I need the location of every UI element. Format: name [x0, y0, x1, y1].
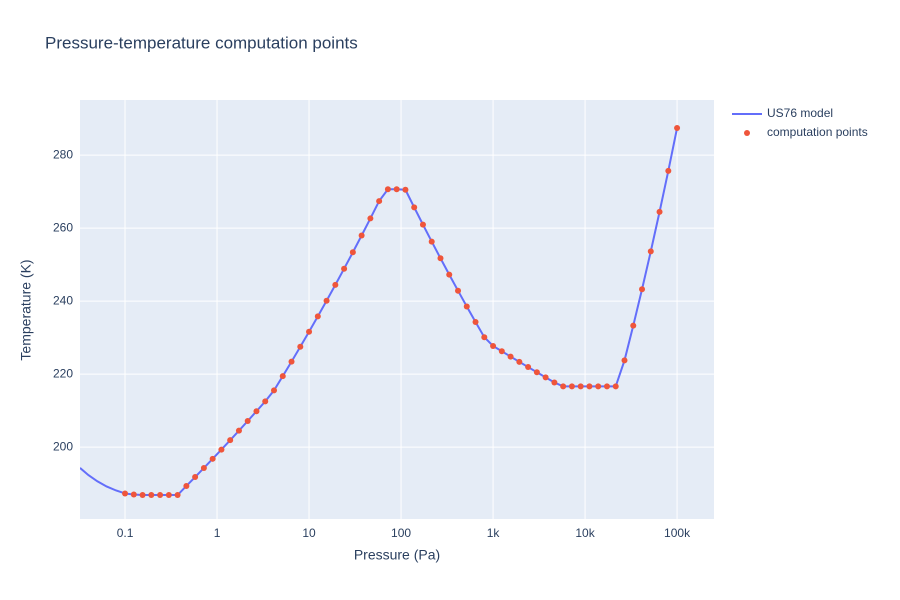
y-tick-label: 260	[53, 220, 73, 234]
data-point	[551, 379, 558, 386]
data-point	[481, 334, 488, 341]
plot-area	[80, 100, 714, 519]
data-point	[428, 238, 435, 245]
data-point	[455, 287, 462, 294]
grid: 0.1 1 10 100 1k 10k 100k 200 220 240 260 280	[53, 100, 714, 540]
data-point	[271, 387, 278, 394]
data-point	[244, 418, 251, 425]
data-point	[463, 303, 470, 310]
y-tick-label: 200	[53, 439, 73, 453]
data-point	[253, 408, 260, 415]
data-point	[367, 215, 374, 222]
data-point	[516, 358, 523, 365]
data-point	[612, 383, 619, 390]
x-tick-label: 10k	[575, 526, 595, 540]
data-point	[560, 383, 567, 390]
x-axis-title: Pressure (Pa)	[354, 547, 440, 563]
data-point	[621, 357, 628, 364]
plot-marks	[80, 124, 681, 499]
data-point	[384, 186, 391, 193]
x-tick-label: 0.1	[117, 526, 134, 540]
data-point	[402, 186, 409, 193]
data-point	[498, 348, 505, 355]
data-point	[525, 364, 532, 371]
data-point	[200, 464, 207, 471]
data-point	[446, 271, 453, 278]
legend: US76 model computation points	[732, 106, 868, 139]
data-point	[393, 186, 400, 193]
data-point	[674, 124, 681, 131]
x-tick-label: 10	[302, 526, 316, 540]
data-point	[218, 446, 225, 453]
data-point	[349, 249, 356, 256]
x-tick-label: 1k	[487, 526, 501, 540]
data-point	[183, 482, 190, 489]
data-point	[227, 437, 234, 444]
y-axis-title: Temperature (K)	[18, 259, 34, 360]
data-point	[603, 383, 610, 390]
y-tick-label: 220	[53, 366, 73, 380]
data-point	[376, 198, 383, 205]
chart-title: Pressure-temperature computation points	[45, 33, 358, 52]
data-point	[411, 204, 418, 211]
legend-label: US76 model	[767, 106, 833, 120]
data-point	[130, 491, 137, 498]
data-point	[490, 342, 497, 349]
data-point	[288, 358, 295, 365]
legend-label: computation points	[767, 125, 868, 139]
data-point	[279, 373, 286, 380]
data-point	[306, 328, 313, 335]
data-point	[122, 490, 129, 497]
data-point	[209, 455, 216, 462]
data-point	[323, 297, 330, 304]
data-point	[533, 369, 540, 376]
x-tick-label: 100k	[664, 526, 691, 540]
data-point	[656, 208, 663, 215]
data-point	[297, 343, 304, 350]
data-point	[358, 232, 365, 239]
x-tick-label: 100	[391, 526, 411, 540]
data-point	[314, 313, 321, 320]
data-point	[148, 492, 155, 499]
legend-swatch	[744, 130, 750, 136]
data-point	[507, 353, 514, 360]
data-point	[332, 281, 339, 288]
y-tick-label: 280	[53, 147, 73, 161]
data-point	[568, 383, 575, 390]
x-tick-label: 1	[214, 526, 221, 540]
data-point	[586, 383, 593, 390]
data-point	[647, 248, 654, 255]
data-point	[174, 492, 181, 499]
data-point	[665, 167, 672, 174]
data-point	[577, 383, 584, 390]
data-point	[639, 286, 646, 293]
data-point	[419, 221, 426, 228]
data-point	[139, 492, 146, 499]
data-point	[542, 374, 549, 381]
data-point	[235, 427, 242, 434]
data-point	[165, 492, 172, 499]
data-point	[341, 265, 348, 272]
y-tick-label: 240	[53, 293, 73, 307]
data-point	[595, 383, 602, 390]
data-point	[192, 474, 199, 481]
data-point	[157, 492, 164, 499]
data-point	[262, 398, 269, 405]
data-point	[472, 318, 479, 325]
data-point	[630, 322, 637, 329]
data-point	[437, 255, 444, 262]
